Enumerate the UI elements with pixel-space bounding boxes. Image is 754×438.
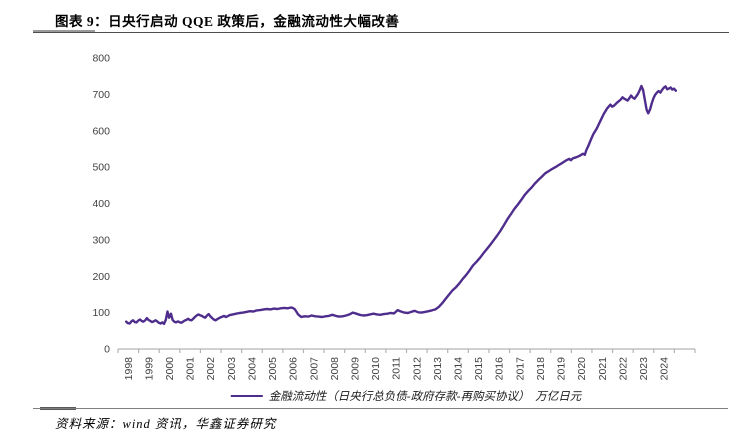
legend-line-swatch (230, 395, 263, 397)
y-tick-label: 800 (92, 53, 110, 65)
x-tick-label: 2003 (226, 357, 238, 381)
x-tick-label: 2012 (411, 357, 423, 381)
y-tick-label: 200 (92, 271, 110, 283)
x-tick-label: 2013 (432, 357, 444, 381)
x-tick-label: 2015 (473, 357, 485, 381)
liquidity-series-line (124, 84, 677, 326)
x-tick-label: 2020 (576, 357, 588, 381)
x-tick-label: 2006 (288, 357, 300, 381)
x-tick-label: 2011 (391, 357, 403, 380)
x-tick-label: 2021 (597, 357, 609, 381)
y-tick-label: 400 (92, 198, 110, 210)
x-tick-label: 2008 (329, 357, 341, 381)
x-tick-label: 1998 (123, 357, 135, 381)
x-tick-label: 2019 (556, 357, 568, 381)
title-divider-accent (33, 30, 95, 34)
x-tick-label: 1999 (143, 357, 155, 381)
footer-divider (33, 408, 728, 409)
chart-legend: 金融流动性（日央行总负债-政府存款-再购买协议） 万亿日元 (230, 388, 582, 404)
x-tick-label: 2023 (638, 357, 650, 381)
x-tick-label: 2005 (267, 357, 279, 381)
x-tick-label: 2018 (535, 357, 547, 381)
x-tick-label: 2009 (349, 357, 361, 381)
source-note: 资料来源：wind 资讯，华鑫证券研究 (55, 417, 277, 431)
y-tick-label: 600 (92, 125, 110, 137)
title-divider (33, 32, 729, 33)
x-tick-label: 2022 (617, 357, 629, 381)
x-tick-label: 2017 (514, 357, 526, 381)
legend-label: 金融流动性（日央行总负债-政府存款-再购买协议） 万亿日元 (268, 391, 582, 403)
x-tick-label: 2010 (370, 357, 382, 381)
y-tick-label: 0 (104, 344, 110, 356)
x-tick-label: 2001 (185, 357, 197, 381)
y-tick-label: 300 (92, 234, 110, 246)
y-tick-label: 100 (92, 307, 110, 319)
x-tick-label: 2016 (494, 357, 506, 381)
x-tick-label: 2002 (205, 357, 217, 381)
y-tick-label: 700 (92, 89, 110, 101)
x-tick-label: 2004 (246, 357, 258, 381)
x-tick-label: 2024 (659, 357, 671, 381)
x-tick-label: 2014 (453, 357, 465, 381)
x-tick-label: 2000 (164, 357, 176, 381)
y-tick-label: 500 (92, 162, 110, 174)
x-tick-label: 2007 (308, 357, 320, 381)
figure-title: 图表 9：日央行启动 QQE 政策后，金融流动性大幅改善 (55, 14, 400, 29)
